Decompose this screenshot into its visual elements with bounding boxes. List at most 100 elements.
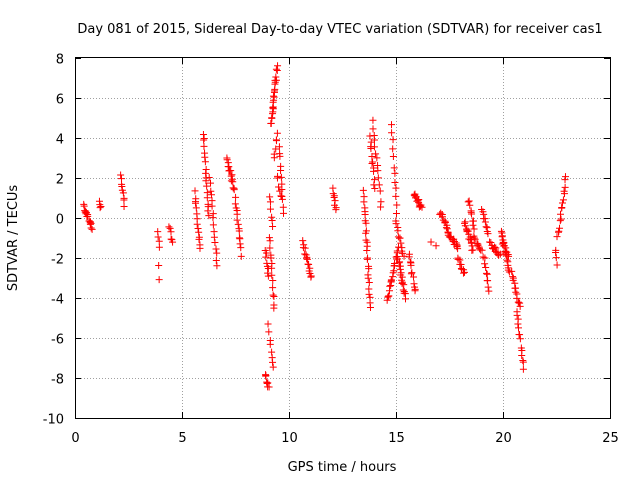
- data-point: [270, 304, 278, 312]
- data-point: [492, 244, 500, 252]
- data-point: [265, 328, 273, 336]
- data-point: [212, 245, 220, 253]
- data-point: [452, 239, 460, 247]
- y-tick-label: 8: [56, 53, 64, 68]
- data-point: [509, 276, 517, 284]
- data-point: [397, 239, 405, 247]
- data-point: [263, 378, 271, 386]
- data-point: [408, 269, 416, 277]
- data-point: [277, 173, 285, 181]
- data-point: [359, 186, 367, 194]
- data-point: [231, 200, 239, 208]
- data-segment: [405, 250, 419, 295]
- data-point: [482, 269, 490, 277]
- data-point: [360, 198, 368, 206]
- data-point: [155, 243, 163, 251]
- data-point: [362, 229, 370, 237]
- data-point: [264, 320, 272, 328]
- data-point: [265, 234, 273, 242]
- data-segment: [436, 209, 451, 229]
- data-segment: [383, 243, 403, 304]
- data-point: [267, 120, 275, 128]
- data-point: [236, 240, 244, 248]
- data-point: [268, 348, 276, 356]
- data-point: [363, 255, 371, 263]
- data-point: [508, 267, 516, 275]
- data-point: [330, 192, 338, 200]
- data-point: [366, 304, 374, 312]
- data-point: [204, 207, 212, 215]
- data-point: [278, 192, 286, 200]
- data-point: [370, 167, 378, 175]
- data-point: [155, 237, 163, 245]
- data-point: [475, 243, 483, 251]
- data-point: [276, 152, 284, 160]
- data-point: [495, 251, 503, 259]
- data-point: [234, 220, 242, 228]
- data-point: [471, 235, 479, 243]
- data-point: [154, 233, 162, 241]
- data-point: [410, 273, 418, 281]
- data-point: [272, 65, 280, 73]
- data-point: [155, 276, 163, 284]
- data-point: [556, 217, 564, 225]
- data-segment: [117, 171, 128, 210]
- data-point: [301, 244, 309, 252]
- data-point: [268, 264, 276, 272]
- data-point: [369, 158, 377, 166]
- data-segment: [369, 116, 385, 211]
- data-point: [503, 256, 511, 264]
- data-point: [560, 187, 568, 195]
- data-segment: [498, 239, 513, 260]
- data-point: [165, 223, 173, 231]
- data-point: [209, 214, 217, 222]
- data-point: [552, 254, 560, 262]
- y-tick-label: -8: [51, 373, 64, 388]
- data-point: [88, 225, 96, 233]
- data-point: [305, 260, 313, 268]
- data-point: [200, 134, 208, 142]
- data-point: [195, 228, 203, 236]
- data-segment: [410, 190, 426, 211]
- data-point: [482, 264, 490, 272]
- data-point: [479, 253, 487, 261]
- data-segment: [513, 308, 527, 373]
- data-point: [461, 222, 469, 230]
- data-point: [268, 217, 276, 225]
- data-point: [384, 292, 392, 300]
- data-point: [469, 246, 477, 254]
- data-point: [84, 212, 92, 220]
- data-point: [266, 205, 274, 213]
- x-axis-label: GPS time / hours: [288, 460, 397, 475]
- data-point: [373, 154, 381, 162]
- data-point: [558, 199, 566, 207]
- data-segment: [299, 237, 315, 281]
- data-point: [411, 287, 419, 295]
- data-point: [552, 249, 560, 257]
- data-point: [400, 252, 408, 260]
- data-point: [481, 260, 489, 268]
- data-point: [213, 249, 221, 257]
- data-point: [516, 302, 524, 310]
- data-point: [386, 282, 394, 290]
- data-point: [454, 255, 462, 263]
- data-point: [438, 213, 446, 221]
- data-point: [275, 143, 283, 151]
- data-point: [195, 235, 203, 243]
- data-point: [268, 213, 276, 221]
- data-point: [307, 272, 315, 280]
- data-point: [461, 268, 469, 276]
- data-segment: [199, 130, 213, 220]
- data-point: [202, 177, 210, 185]
- data-point: [119, 189, 127, 197]
- data-segment: [80, 200, 96, 233]
- data-point: [388, 129, 396, 137]
- data-point: [389, 153, 397, 161]
- data-point: [269, 363, 277, 371]
- data-point: [280, 209, 288, 217]
- data-segment: [267, 62, 282, 128]
- data-point: [392, 210, 400, 218]
- data-point: [504, 266, 512, 274]
- data-point: [265, 383, 273, 391]
- data-point: [484, 277, 492, 285]
